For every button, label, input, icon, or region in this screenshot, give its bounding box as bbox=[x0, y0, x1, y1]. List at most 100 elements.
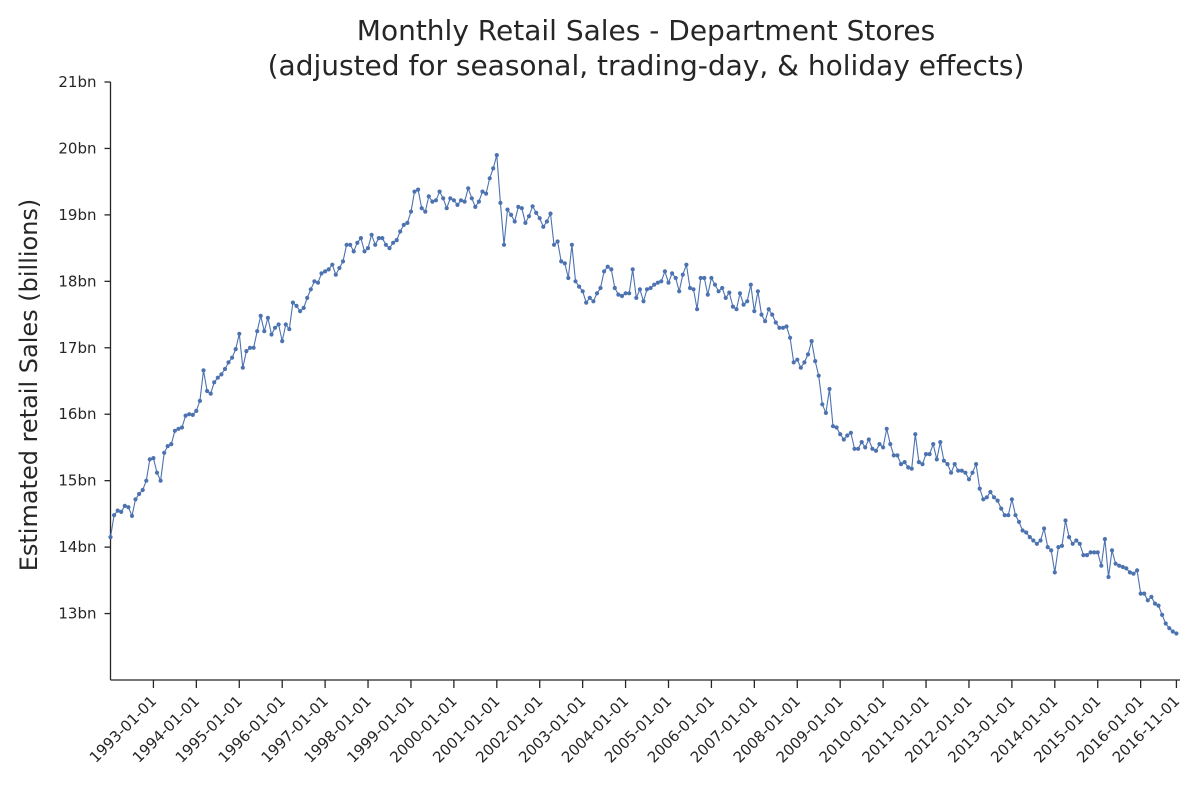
data-point bbox=[473, 204, 478, 209]
data-point bbox=[1163, 621, 1168, 626]
data-point bbox=[179, 425, 185, 430]
y-tick-label: 19bn bbox=[58, 206, 96, 224]
data-point bbox=[194, 408, 199, 413]
data-point bbox=[337, 265, 342, 271]
data-point bbox=[959, 468, 964, 473]
data-point bbox=[870, 446, 875, 451]
data-point bbox=[609, 267, 614, 272]
data-point bbox=[709, 275, 714, 281]
data-point bbox=[587, 295, 592, 300]
data-point bbox=[444, 206, 449, 211]
data-point bbox=[451, 198, 456, 203]
data-point bbox=[931, 442, 936, 447]
data-point bbox=[230, 355, 235, 360]
data-point bbox=[351, 249, 356, 254]
data-point bbox=[362, 249, 367, 254]
data-point bbox=[294, 303, 299, 308]
data-point bbox=[705, 292, 710, 297]
data-point bbox=[247, 345, 253, 350]
data-point bbox=[591, 299, 596, 304]
data-point bbox=[1156, 603, 1161, 608]
data-point bbox=[119, 509, 124, 514]
data-point bbox=[859, 440, 864, 445]
data-point bbox=[666, 280, 671, 285]
data-point bbox=[963, 470, 968, 475]
data-point bbox=[1099, 563, 1104, 568]
data-point bbox=[129, 513, 135, 519]
data-point bbox=[115, 508, 120, 513]
data-point bbox=[677, 289, 682, 294]
data-point bbox=[1006, 513, 1011, 518]
y-tick-label: 21bn bbox=[58, 73, 96, 91]
data-point bbox=[448, 196, 453, 201]
data-point bbox=[487, 176, 492, 181]
data-point bbox=[215, 375, 220, 380]
data-point bbox=[416, 187, 421, 192]
y-tick-label: 16bn bbox=[58, 405, 96, 423]
data-point bbox=[1052, 570, 1057, 575]
data-point bbox=[723, 295, 728, 300]
data-point bbox=[258, 313, 263, 318]
data-point bbox=[255, 329, 260, 334]
data-point bbox=[222, 366, 228, 372]
data-point bbox=[798, 365, 803, 370]
data-point bbox=[752, 309, 757, 314]
data-point bbox=[408, 209, 414, 214]
data-point bbox=[670, 271, 675, 276]
data-point bbox=[1142, 591, 1147, 596]
data-point bbox=[423, 209, 428, 214]
data-point bbox=[695, 307, 700, 312]
y-tick-label: 17bn bbox=[58, 339, 96, 357]
data-point bbox=[680, 272, 685, 277]
data-point bbox=[877, 442, 882, 447]
data-point bbox=[391, 240, 396, 245]
data-point bbox=[226, 360, 231, 365]
data-point bbox=[920, 462, 925, 467]
data-point bbox=[1067, 535, 1072, 540]
data-point bbox=[830, 424, 836, 429]
data-point bbox=[1174, 631, 1179, 636]
data-point bbox=[280, 339, 285, 344]
sales-series bbox=[108, 153, 1179, 636]
data-point bbox=[1120, 564, 1125, 570]
data-point bbox=[906, 465, 911, 470]
data-point bbox=[526, 214, 532, 219]
data-point bbox=[151, 456, 156, 461]
data-point bbox=[780, 325, 786, 330]
data-point bbox=[1106, 574, 1111, 580]
data-point bbox=[562, 261, 567, 266]
data-point bbox=[1024, 530, 1029, 535]
data-point bbox=[355, 240, 360, 245]
data-point bbox=[1016, 519, 1022, 525]
data-point bbox=[934, 457, 939, 462]
data-point bbox=[777, 325, 782, 330]
data-point bbox=[881, 445, 886, 450]
data-point bbox=[380, 236, 385, 241]
data-point bbox=[484, 191, 489, 196]
data-point bbox=[537, 216, 542, 221]
data-point bbox=[630, 267, 635, 272]
data-point bbox=[480, 189, 485, 194]
data-point bbox=[108, 535, 113, 540]
data-point bbox=[1084, 553, 1090, 558]
data-point bbox=[866, 437, 871, 442]
data-point bbox=[941, 458, 947, 463]
data-point bbox=[1138, 591, 1143, 596]
data-point bbox=[1056, 545, 1061, 550]
data-point bbox=[619, 293, 625, 299]
data-point bbox=[891, 453, 896, 458]
data-point bbox=[687, 285, 693, 291]
data-point bbox=[462, 199, 467, 204]
data-point bbox=[498, 200, 503, 205]
data-point bbox=[401, 222, 406, 227]
data-point bbox=[662, 269, 668, 274]
data-point bbox=[1124, 566, 1129, 571]
data-point bbox=[1102, 537, 1107, 542]
data-point bbox=[863, 445, 868, 450]
data-point bbox=[559, 259, 564, 264]
data-point bbox=[809, 339, 814, 344]
data-point bbox=[541, 224, 546, 229]
y-axis-label: Estimated retail Sales (billions) bbox=[15, 199, 43, 572]
data-point bbox=[856, 446, 861, 451]
data-point bbox=[566, 275, 571, 281]
